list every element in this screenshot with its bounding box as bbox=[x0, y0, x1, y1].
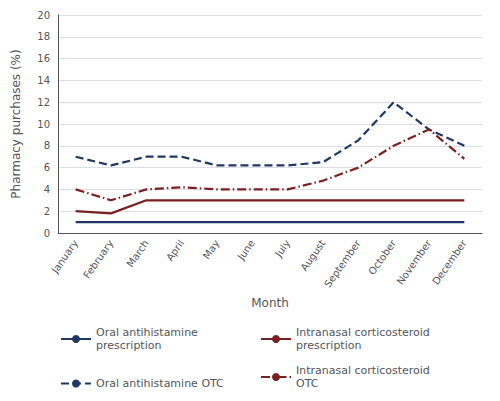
svg-text:20: 20 bbox=[37, 10, 50, 21]
svg-text:0: 0 bbox=[44, 228, 50, 239]
svg-text:June: June bbox=[235, 238, 257, 263]
svg-text:8: 8 bbox=[44, 140, 50, 151]
svg-text:July: July bbox=[272, 238, 292, 260]
svg-text:prescription: prescription bbox=[96, 339, 161, 352]
svg-text:10: 10 bbox=[37, 119, 50, 130]
svg-text:Intranasal corticosteroid: Intranasal corticosteroid bbox=[296, 364, 430, 377]
svg-text:14: 14 bbox=[37, 75, 50, 86]
svg-text:Oral antihistamine: Oral antihistamine bbox=[96, 326, 198, 339]
svg-text:18: 18 bbox=[37, 31, 50, 42]
svg-text:Intranasal corticosteroid: Intranasal corticosteroid bbox=[296, 326, 430, 339]
svg-text:6: 6 bbox=[44, 162, 50, 173]
svg-text:2: 2 bbox=[44, 206, 50, 217]
svg-text:12: 12 bbox=[37, 97, 50, 108]
svg-text:OTC: OTC bbox=[296, 377, 319, 390]
svg-text:March: March bbox=[124, 238, 151, 269]
svg-text:November: November bbox=[395, 237, 434, 287]
svg-text:February: February bbox=[81, 238, 115, 281]
svg-text:May: May bbox=[201, 238, 222, 261]
svg-text:Month: Month bbox=[251, 296, 289, 310]
svg-text:Oral antihistamine OTC: Oral antihistamine OTC bbox=[96, 377, 224, 390]
svg-text:Pharmacy purchases (%): Pharmacy purchases (%) bbox=[9, 49, 23, 198]
svg-text:4: 4 bbox=[44, 184, 50, 195]
svg-text:prescription: prescription bbox=[296, 339, 361, 352]
svg-text:16: 16 bbox=[37, 53, 50, 64]
svg-text:August: August bbox=[298, 238, 327, 273]
svg-text:April: April bbox=[164, 238, 186, 263]
svg-text:January: January bbox=[49, 238, 80, 276]
svg-text:December: December bbox=[430, 237, 469, 287]
svg-text:October: October bbox=[366, 237, 398, 277]
svg-text:September: September bbox=[322, 237, 363, 289]
